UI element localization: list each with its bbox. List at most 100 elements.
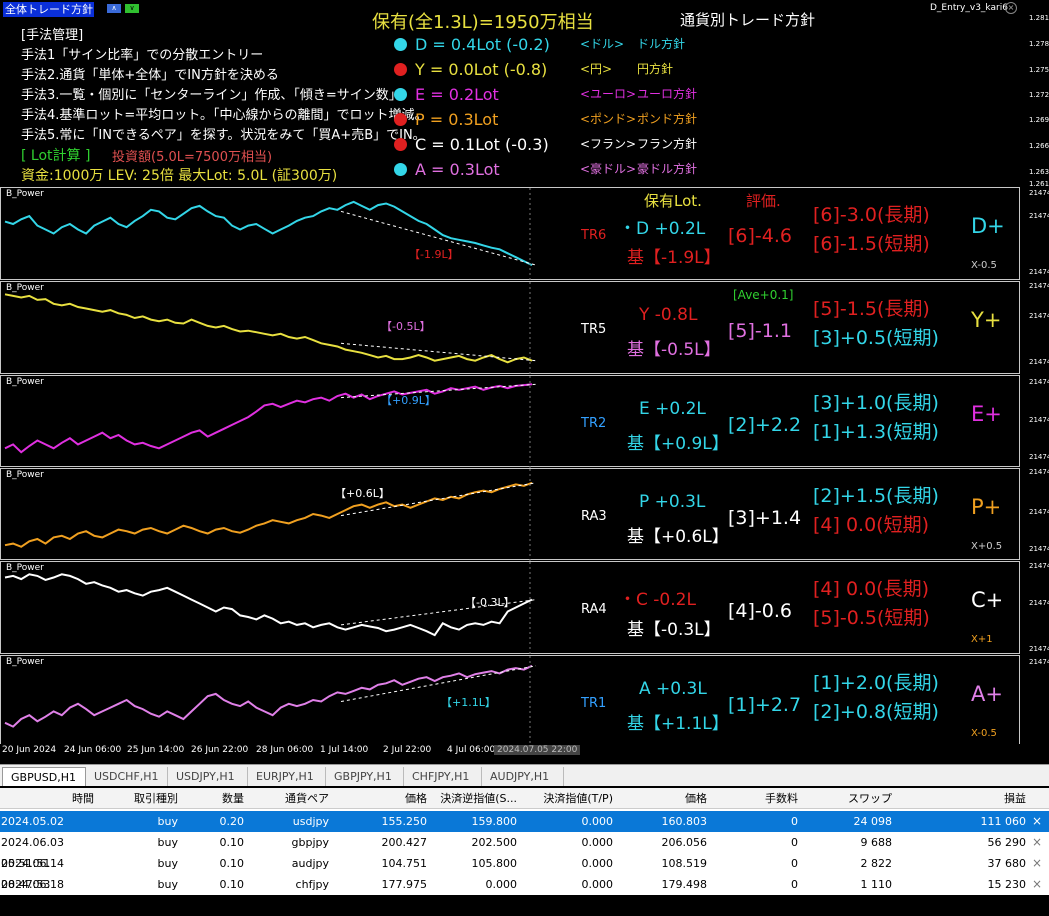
price-tick-label: 1.27225: [1029, 91, 1049, 99]
chevron-up-icon[interactable]: ∧: [107, 4, 121, 13]
status-dot-icon: [394, 38, 407, 51]
holding-row: C = 0.1Lot (-0.3): [394, 135, 549, 154]
close-icon[interactable]: ×: [1005, 2, 1017, 14]
signal-label: D+: [971, 214, 1005, 238]
lot-calc-label: [ Lot計算 ]: [21, 148, 91, 164]
b-power-plot: [4, 376, 537, 468]
close-position-icon[interactable]: ×: [1032, 856, 1043, 870]
chevron-down-icon[interactable]: ∨: [125, 4, 139, 13]
pane-indicator-name: B_Power: [6, 283, 44, 293]
base-lot: 基【+0.9L】: [627, 434, 729, 454]
indicator-pane: B_Power 【-0.5L】 TR5 Y -0.8L 基【-0.5L】 [Ave+0.1…: [0, 281, 1020, 375]
evaluation-score: [3]+1.4: [728, 507, 802, 529]
close-position-icon[interactable]: ×: [1032, 877, 1043, 891]
adjust-label: X-0.5: [971, 728, 997, 739]
table-cell: 160.803: [661, 815, 708, 828]
column-header[interactable]: 決済指値(T/P): [543, 792, 613, 805]
method-line: 手法3.一覧・個別に「センターライン」作成、「傾き=サイン数」: [21, 88, 402, 103]
holding-text: P = 0.3Lot: [415, 110, 499, 129]
table-cell: 0: [791, 857, 798, 870]
table-cell: 0.000: [581, 857, 614, 870]
table-cell: 155.250: [381, 815, 428, 828]
price-tick-label: 21474: [1029, 189, 1049, 197]
price-tick-label: 21474: [1029, 378, 1049, 386]
table-cell: buy: [157, 815, 178, 828]
column-header[interactable]: 決済逆指値(S...: [440, 792, 517, 805]
column-header[interactable]: 数量: [222, 792, 244, 805]
table-row[interactable]: 2024.06.03 05:51:51 buy 0.10 gbpjpy 200.427 2…: [0, 832, 1049, 870]
column-header[interactable]: 手数料: [765, 792, 798, 805]
table-cell: 105.800: [471, 857, 518, 870]
long-term-score: [4] 0.0(長期): [813, 578, 929, 600]
holding-row: P = 0.3Lot: [394, 110, 498, 129]
table-cell: 0: [791, 878, 798, 891]
status-dot-icon: [394, 138, 407, 151]
chart-tab[interactable]: GBPUSD,H1: [2, 767, 86, 786]
summary-header: 全体トレード方針 ∧ ∨ 保有(全1.3L)=1950万相当 通貨別トレード方針…: [0, 0, 1020, 187]
b-power-plot: [4, 656, 537, 746]
holding-row: D = 0.4Lot (-0.2): [394, 35, 550, 54]
long-term-score: [5]-1.5(長期): [813, 298, 930, 320]
price-tick-label: 21474: [1029, 645, 1049, 653]
table-row[interactable]: 2024.06.18 12:08:14 buy 0.10 chfjpy 177.975 0…: [0, 874, 1049, 912]
price-tick-label: 21474: [1029, 508, 1049, 516]
table-row[interactable]: 2024.06.14 08:47:53 buy 0.10 audjpy 104.751 1…: [0, 853, 1049, 891]
time-tick-label: 2 Jul 22:00: [383, 745, 432, 755]
table-cell: gbpjpy: [291, 836, 330, 849]
table-cell: 0.10: [219, 836, 245, 849]
center-line: [340, 342, 537, 362]
currency-key: <ユーロ>: [580, 87, 637, 101]
column-header[interactable]: 取引種別: [134, 792, 178, 805]
status-dot-icon: [394, 63, 407, 76]
b-power-line: [4, 481, 533, 548]
method-line: 手法5.常に「INできるペア」を探す。状況をみて「買A+売B」でIN。: [21, 128, 426, 143]
column-header[interactable]: 価格: [405, 792, 427, 805]
overall-policy-button[interactable]: 全体トレード方針: [3, 2, 94, 17]
price-tick-label: 1.27530: [1029, 66, 1049, 74]
currency-policy-title: 通貨別トレード方針: [680, 11, 816, 29]
holding-row: Y = 0.0Lot (-0.8): [394, 60, 547, 79]
column-header[interactable]: 通貨ペア: [285, 792, 329, 805]
close-position-icon[interactable]: ×: [1032, 814, 1043, 828]
center-line: [340, 599, 537, 626]
price-tick-label: 21474: [1029, 545, 1049, 553]
table-cell: 159.800: [471, 815, 518, 828]
chart-tab[interactable]: USDCHF,H1: [86, 767, 168, 786]
center-line: [340, 383, 537, 399]
currency-policy-value: ユーロ方針: [637, 87, 698, 101]
table-cell: 15 230: [987, 878, 1027, 891]
position-lot: P +0.3L: [639, 492, 706, 512]
column-header[interactable]: スワップ: [848, 792, 892, 805]
lot-marker: 【-1.9L】: [409, 248, 459, 261]
indicator-pane: B_Power 【+1.1L】 TR1 A +0.3L 基【+1.1L】 [1]+2.7 […: [0, 655, 1020, 746]
chart-tab[interactable]: CHFJPY,H1: [404, 767, 482, 786]
chart-tab[interactable]: AUDJPY,H1: [482, 767, 564, 786]
lot-marker: 【+0.6L】: [335, 487, 390, 500]
method-line: 手法1「サイン比率」での分散エントリー: [21, 48, 264, 63]
column-header[interactable]: 時間: [72, 792, 94, 805]
table-cell: 0.10: [219, 878, 245, 891]
table-row[interactable]: 2024.05.02 00:38:59 buy 0.20 usdjpy 155.250 1…: [0, 811, 1049, 849]
currency-policy-value: フラン方針: [637, 137, 698, 151]
long-term-score: [3]+1.0(長期): [813, 392, 939, 414]
position-lot: Y -0.8L: [639, 305, 698, 325]
evaluation-score: [1]+2.7: [728, 694, 802, 716]
chart-tab[interactable]: GBPJPY,H1: [326, 767, 404, 786]
column-header[interactable]: 価格: [685, 792, 707, 805]
evaluation-score: [5]-1.1: [728, 320, 792, 342]
table-cell: 24 098: [853, 815, 893, 828]
price-tick-label: 21474: [1029, 562, 1049, 570]
signal-label: P+: [971, 495, 1002, 519]
close-position-icon[interactable]: ×: [1032, 835, 1043, 849]
currency-key: <フラン>: [580, 137, 637, 151]
center-line: [340, 665, 537, 702]
trend-tag: TR6: [581, 228, 607, 243]
time-tick-label: 24 Jun 06:00: [64, 745, 122, 755]
price-tick-label: 21474: [1029, 599, 1049, 607]
chart-tab[interactable]: EURJPY,H1: [248, 767, 326, 786]
column-header[interactable]: 損益: [1004, 792, 1026, 805]
table-cell: 0: [791, 815, 798, 828]
table-cell: 1 110: [860, 878, 893, 891]
currency-policy-value: ポンド方針: [637, 112, 698, 126]
chart-tab[interactable]: USDJPY,H1: [168, 767, 248, 786]
